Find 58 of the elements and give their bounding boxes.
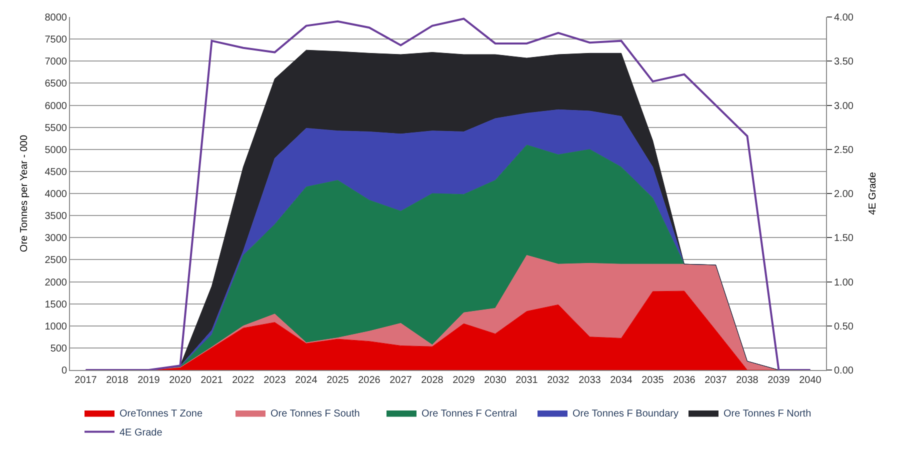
y-tick-label: 1000 <box>44 321 68 332</box>
y-tick-label: 7500 <box>44 34 68 46</box>
x-tick-label: 2031 <box>516 375 538 386</box>
x-tick-label: 2023 <box>264 375 286 386</box>
y2-tick-label: 3.50 <box>834 56 854 68</box>
y2-tick-label: 2.50 <box>834 144 854 156</box>
y2-tick-label: 0.50 <box>834 321 854 332</box>
y-tick-label: 3000 <box>44 233 68 244</box>
y-tick-label: 8000 <box>44 12 68 24</box>
x-tick-label: 2038 <box>736 375 759 386</box>
x-tick-label: 2019 <box>138 375 160 386</box>
x-tick-label: 2025 <box>326 375 350 386</box>
x-tick-label: 2017 <box>74 375 98 386</box>
x-tick-label: 2034 <box>610 375 633 386</box>
y-tick-label: 7000 <box>44 56 68 68</box>
x-tick-label: 2033 <box>578 375 602 386</box>
x-tick-label: 2030 <box>484 375 507 386</box>
legend-label: 4E Grade <box>120 428 163 439</box>
y-axis-title: Ore Tonnes per Year - 000 <box>18 134 30 252</box>
x-tick-label: 2026 <box>358 375 381 386</box>
x-tick-label: 2035 <box>642 375 664 386</box>
y2-axis-title: 4E Grade <box>867 172 878 215</box>
x-tick-label: 2022 <box>232 375 255 386</box>
legend-label: Ore Tonnes F Central <box>422 408 517 420</box>
y-tick-label: 6000 <box>44 100 68 112</box>
y-tick-label: 0 <box>61 366 68 376</box>
x-tick-label: 2037 <box>704 375 728 386</box>
x-tick-label: 2027 <box>390 375 412 386</box>
x-tick-label: 2029 <box>452 375 476 386</box>
y2-tick-label: 1.00 <box>834 277 854 288</box>
x-tick-label: 2039 <box>768 375 790 386</box>
x-tick-label: 2036 <box>673 375 696 386</box>
y2-tick-label: 0.00 <box>834 366 854 376</box>
y2-tick-label: 4.00 <box>834 12 854 24</box>
y2-tick-label: 3.00 <box>834 100 854 112</box>
y-tick-label: 6500 <box>44 78 68 90</box>
legend-label: Ore Tonnes F North <box>724 408 812 420</box>
x-tick-label: 2028 <box>421 375 444 386</box>
y-tick-label: 2000 <box>44 277 68 288</box>
x-tick-label: 2018 <box>106 375 129 386</box>
y-tick-label: 5500 <box>44 122 68 134</box>
x-tick-label: 2032 <box>547 375 570 386</box>
y-tick-label: 2500 <box>44 255 68 266</box>
x-tick-label: 2024 <box>295 375 318 386</box>
x-tick-label: 2021 <box>200 375 224 386</box>
y-tick-label: 4500 <box>44 166 68 178</box>
y2-tick-label: 2.00 <box>834 189 854 200</box>
y2-tick-label: 1.50 <box>834 233 854 244</box>
y-tick-label: 1500 <box>44 299 68 310</box>
y-tick-label: 5000 <box>44 144 68 156</box>
y-tick-label: 500 <box>50 343 68 354</box>
x-tick-label: 2040 <box>799 375 822 386</box>
y-tick-label: 3500 <box>44 211 68 222</box>
y-tick-label: 4000 <box>44 189 68 200</box>
legend-label: Ore Tonnes F Boundary <box>572 408 678 420</box>
legend-label: OreTonnes T Zone <box>120 408 203 420</box>
legend-label: Ore Tonnes F South <box>270 408 360 420</box>
x-tick-label: 2020 <box>169 375 192 386</box>
